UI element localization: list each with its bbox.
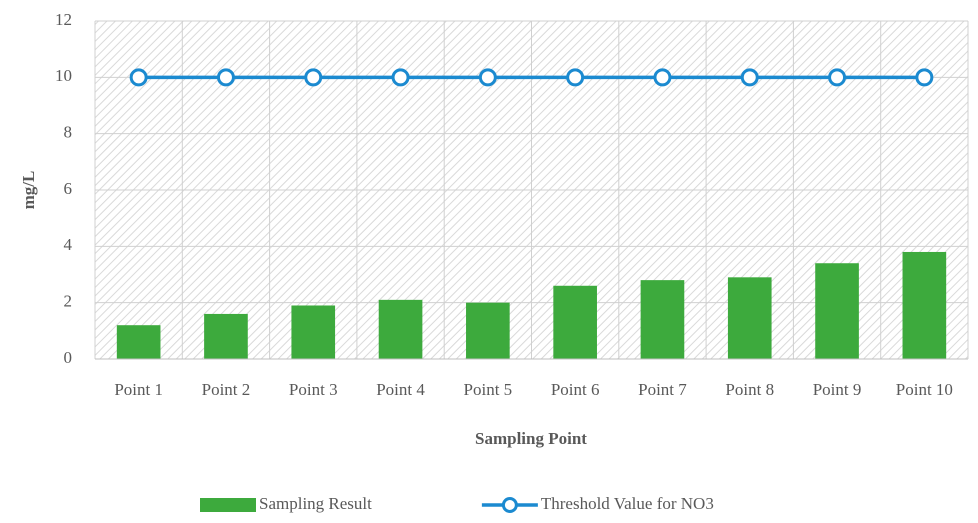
bar bbox=[727, 277, 772, 359]
y-tick-label: 8 bbox=[64, 123, 73, 142]
line-marker bbox=[915, 68, 934, 87]
y-tick-label: 4 bbox=[64, 235, 73, 254]
legend-label: Threshold Value for NO3 bbox=[541, 494, 714, 513]
bar bbox=[378, 299, 423, 359]
x-tick-label: Point 1 bbox=[114, 380, 163, 399]
line-marker bbox=[566, 68, 585, 87]
legend-marker bbox=[501, 497, 518, 513]
y-tick-label: 6 bbox=[64, 179, 73, 198]
line-marker bbox=[129, 68, 148, 87]
bar bbox=[116, 325, 161, 359]
x-axis-title: Sampling Point bbox=[475, 429, 587, 448]
bar bbox=[553, 285, 597, 359]
bar bbox=[466, 302, 510, 359]
x-tick-label: Point 5 bbox=[464, 380, 513, 399]
y-tick-label: 10 bbox=[55, 66, 72, 85]
x-tick-label: Point 3 bbox=[289, 380, 338, 399]
x-tick-label: Point 10 bbox=[896, 380, 953, 399]
line-marker bbox=[304, 68, 323, 87]
line-marker bbox=[478, 68, 497, 87]
line-marker bbox=[653, 68, 672, 87]
y-tick-label: 12 bbox=[55, 10, 72, 29]
legend-swatch bbox=[200, 498, 256, 512]
y-tick-label: 2 bbox=[64, 292, 73, 311]
bar bbox=[204, 313, 248, 359]
line-marker bbox=[216, 68, 235, 87]
x-tick-label: Point 8 bbox=[725, 380, 774, 399]
x-tick-label: Point 2 bbox=[202, 380, 251, 399]
x-tick-label: Point 7 bbox=[638, 380, 687, 399]
x-tick-label: Point 4 bbox=[376, 380, 425, 399]
x-tick-label: Point 6 bbox=[551, 380, 600, 399]
legend-label: Sampling Result bbox=[259, 494, 372, 513]
bar bbox=[902, 251, 947, 359]
y-tick-label: 0 bbox=[64, 348, 73, 367]
line-marker bbox=[828, 68, 847, 87]
y-axis-title: mg/L bbox=[19, 171, 38, 210]
line-marker bbox=[740, 68, 759, 87]
bar bbox=[815, 263, 859, 359]
bar bbox=[640, 280, 685, 359]
x-tick-label: Point 9 bbox=[813, 380, 862, 399]
line-marker bbox=[391, 68, 410, 87]
bar bbox=[291, 305, 336, 359]
